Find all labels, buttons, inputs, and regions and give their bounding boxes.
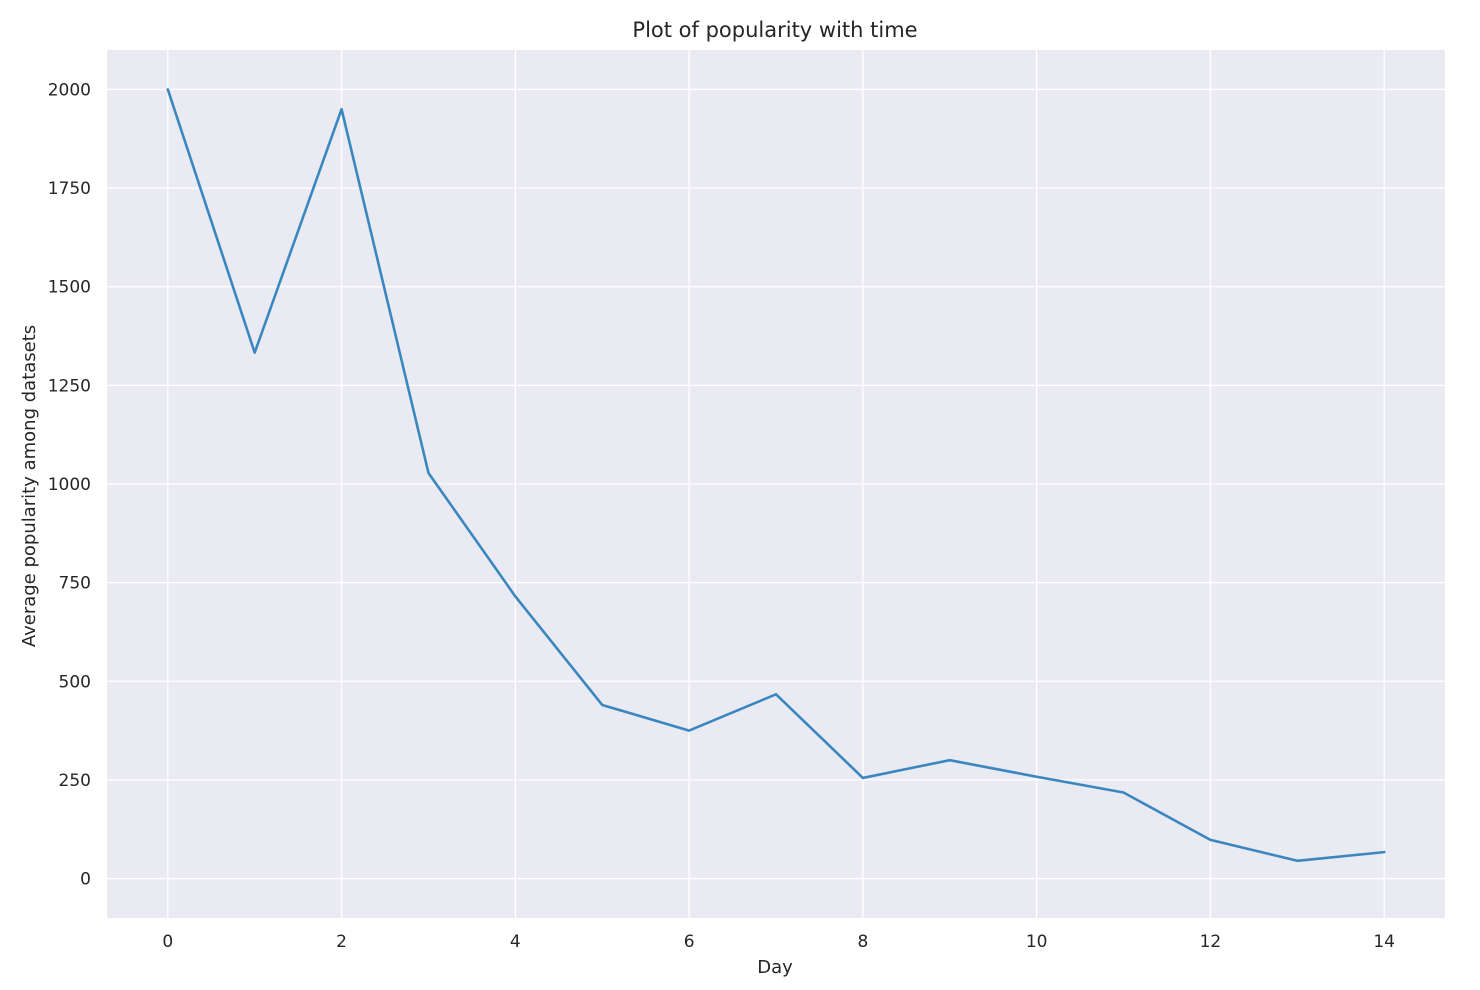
x-axis-label: Day: [757, 957, 793, 978]
x-axis-ticks: 0 2 4 6 8 10 12 14: [162, 932, 1395, 952]
x-tick-label: 10: [1026, 932, 1048, 952]
x-tick-label: 6: [684, 932, 695, 952]
x-tick-label: 4: [510, 932, 521, 952]
grid-lines: [107, 50, 1445, 918]
series-layer: [166, 88, 1386, 863]
y-tick-label: 1500: [48, 278, 91, 298]
x-tick-label: 8: [857, 932, 868, 952]
y-tick-label: 1750: [48, 179, 91, 199]
x-tick-label: 12: [1200, 932, 1222, 952]
y-tick-label: 500: [59, 672, 91, 692]
y-tick-label: 1250: [48, 376, 91, 396]
y-tick-label: 0: [80, 870, 91, 890]
y-tick-label: 250: [59, 771, 91, 791]
y-tick-label: 750: [59, 574, 91, 594]
y-axis-label: Average popularity among datasets: [19, 325, 40, 647]
x-tick-label: 2: [336, 932, 347, 952]
y-tick-label: 2000: [48, 80, 91, 100]
chart-title: Plot of popularity with time: [632, 18, 917, 42]
y-tick-label: 1000: [48, 475, 91, 495]
y-axis-ticks: 0 250 500 750 1000 1250 1500 1750 2000: [48, 80, 91, 889]
x-tick-label: 14: [1373, 932, 1395, 952]
x-tick-label: 0: [162, 932, 173, 952]
series-line: [166, 88, 1386, 863]
